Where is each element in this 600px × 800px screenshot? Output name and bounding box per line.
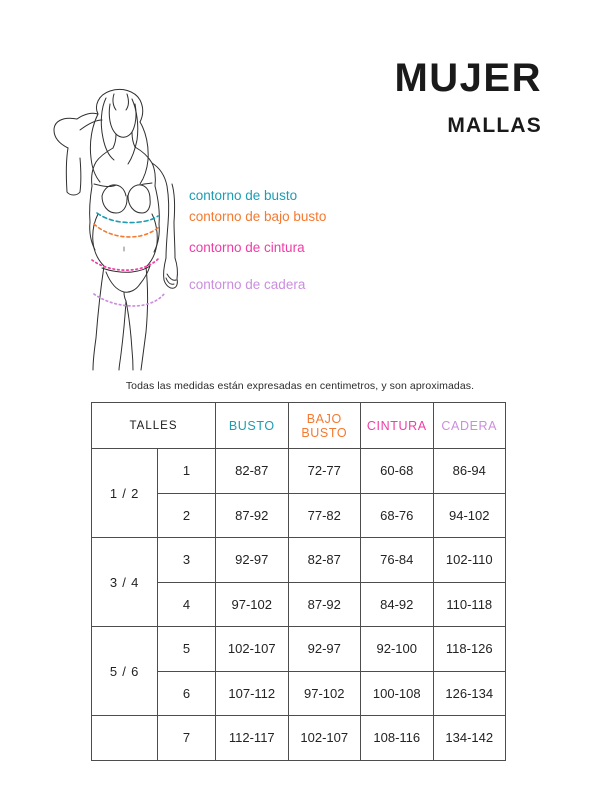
busto-cell: 107-112 [215,670,289,716]
page-title: MUJER [394,56,542,100]
legend-item-busto: contorno de busto [189,188,298,203]
hip-measure-line-icon [93,293,165,307]
size-cell: 4 [156,581,217,627]
bajo-busto-cell: 102-107 [287,715,362,761]
measurement-note: Todas las medidas están expresadas en ce… [125,380,475,392]
table-row: 1 / 2 1 82-87 72-77 60-68 86-94 [91,448,507,538]
bajo-busto-cell: 92-97 [287,626,362,672]
column-header-busto: BUSTO [215,402,289,449]
group-label-cell: 1 / 2 [91,448,158,538]
table-row: 4 97-102 87-92 84-92 110-118 [92,581,507,627]
size-table: TALLES BUSTO BAJO BUSTO CINTURA CADERA 1… [90,402,507,761]
busto-cell: 82-87 [215,448,289,494]
size-table-body: 1 / 2 1 82-87 72-77 60-68 86-94 2 87-92 … [91,448,507,761]
busto-cell: 112-117 [215,715,289,761]
cadera-cell: 94-102 [432,492,507,538]
busto-cell: 97-102 [215,581,289,627]
busto-cell: 92-97 [215,537,289,583]
column-header-talles: TALLES [90,402,217,449]
group-label-cell: 5 / 6 [91,626,158,716]
group-label-cell: 3 / 4 [91,537,158,627]
cadera-cell: 110-118 [432,581,507,627]
group-label-cell [91,715,158,761]
bajo-busto-cell: 82-87 [287,537,362,583]
cadera-cell: 134-142 [432,715,507,761]
table-row: 7 112-117 102-107 108-116 134-142 [91,715,507,761]
table-row: 5 / 6 5 102-107 92-97 92-100 118-126 [91,626,507,716]
panty-outline [101,265,151,302]
head-outline [108,103,137,149]
column-header-cadera: CADERA [432,402,507,449]
size-cell: 2 [156,492,217,538]
cintura-cell: 100-108 [360,670,434,716]
cintura-cell: 60-68 [360,448,434,494]
column-header-bajo-busto: BAJO BUSTO [287,402,362,449]
legend-item-bajo-busto: contorno de bajo busto [189,208,327,224]
bajo-busto-cell: 97-102 [287,670,362,716]
waist-hip-outline [92,213,158,268]
size-cell: 5 [156,626,217,672]
bust-measure-line-icon [96,212,159,224]
cadera-cell: 126-134 [432,670,507,716]
bra-outline [93,182,153,214]
cintura-cell: 108-116 [360,715,434,761]
raised-arm-outline [53,112,103,196]
table-row: 2 87-92 77-82 68-76 94-102 [92,492,507,538]
busto-cell: 102-107 [215,626,289,672]
bajo-busto-cell: 77-82 [287,492,362,538]
legs-outline [92,265,148,371]
bajo-busto-cell: 72-77 [287,448,362,494]
cintura-cell: 92-100 [360,626,434,672]
bajo-busto-cell: 87-92 [287,581,362,627]
page-subtitle: MALLAS [447,114,542,137]
cadera-cell: 102-110 [432,537,507,583]
right-arm-outline [151,162,178,289]
underbust-measure-line-icon [93,223,161,238]
cadera-cell: 86-94 [432,448,507,494]
table-header-row: TALLES BUSTO BAJO BUSTO CINTURA CADERA [90,402,507,449]
size-cell: 6 [156,670,217,716]
size-cell: 1 [156,448,217,494]
waist-measure-line-icon [91,258,159,271]
table-row: 6 107-112 97-102 100-108 126-134 [92,670,507,716]
cintura-cell: 76-84 [360,537,434,583]
size-cell: 3 [156,537,217,583]
legend-item-cadera: contorno de cadera [189,276,306,292]
size-table-wrapper: TALLES BUSTO BAJO BUSTO CINTURA CADERA 1… [90,402,507,761]
table-row: 3 / 4 3 92-97 82-87 76-84 102-110 [91,537,507,627]
column-header-cintura: CINTURA [360,402,434,449]
cintura-cell: 84-92 [360,581,434,627]
female-body-measurement-diagram [36,72,196,372]
size-table-head: TALLES BUSTO BAJO BUSTO CINTURA CADERA [90,402,507,449]
legend-item-cintura: contorno de cintura [189,240,305,255]
cintura-cell: 68-76 [360,492,434,538]
legend: contorno de busto contorno de bajo busto… [189,189,326,291]
busto-cell: 87-92 [215,492,289,538]
size-cell: 7 [156,715,217,761]
cadera-cell: 118-126 [432,626,507,672]
